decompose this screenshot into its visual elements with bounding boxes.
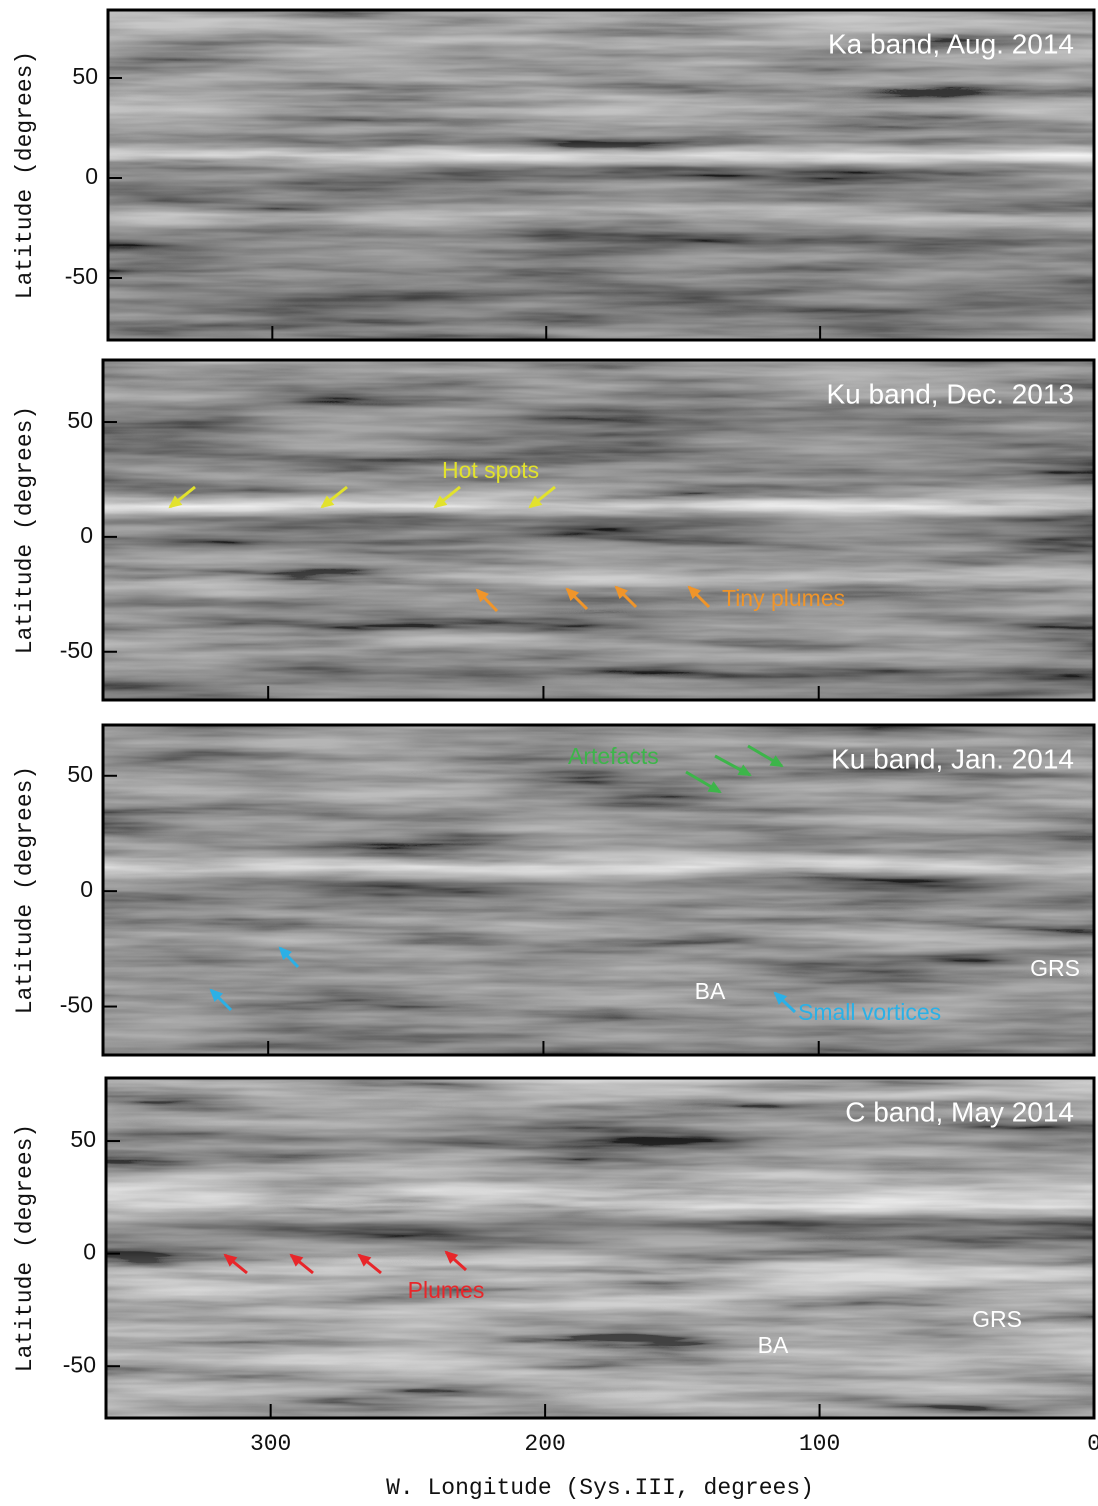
y-axis-label: Latitude (degrees) <box>12 766 38 1014</box>
arrow-head <box>209 988 224 1003</box>
arrow-head <box>357 1253 372 1267</box>
y-tick-label: 50 <box>72 63 98 89</box>
y-tick-label: -50 <box>63 1351 96 1377</box>
arrow-head <box>168 495 183 509</box>
annotation: BA <box>695 978 726 1004</box>
arrow-head <box>687 585 702 600</box>
panels: -50 0 50 Ka band, Aug. 2014 Latitude (degree… <box>12 8 1098 1501</box>
y-axis-label: Latitude (degrees) <box>12 51 38 299</box>
y-tick-label: 50 <box>70 1126 96 1152</box>
panel-title: Ku band, Dec. 2013 <box>826 378 1074 409</box>
frame <box>106 8 1096 342</box>
frame <box>101 723 1096 1057</box>
x-tick-label: 300 <box>250 1431 291 1457</box>
arrow-head <box>565 587 580 602</box>
arrow-head <box>475 588 489 603</box>
map-texture <box>108 10 1094 340</box>
annotation: GRS <box>1030 955 1080 981</box>
x-axis-label: W. Longitude (Sys.III, degrees) <box>386 1475 814 1501</box>
annotation: Artefacts <box>568 743 659 769</box>
x-tick-label: 0 <box>1087 1431 1098 1457</box>
arrow-head <box>528 495 543 509</box>
panel: -50 0 50 Ku band, Jan. 2014 Latitude (degree… <box>12 723 1096 1057</box>
panel-title: Ka band, Aug. 2014 <box>828 28 1074 59</box>
arrow-head <box>433 495 448 509</box>
arrow-head <box>614 585 629 600</box>
y-axis-label: Latitude (degrees) <box>12 406 38 654</box>
arrow-head <box>289 1253 304 1267</box>
annotation: GRS <box>972 1306 1022 1332</box>
arrow-head <box>737 764 752 776</box>
panel: -50 0 50 Ku band, Dec. 2013 Latitude (degree… <box>12 358 1096 702</box>
y-tick-label: -50 <box>60 992 93 1018</box>
arrow-head <box>223 1253 238 1267</box>
map-texture <box>103 725 1094 1055</box>
arrow-head <box>769 755 784 768</box>
x-tick-label: 200 <box>524 1431 565 1457</box>
annotation: Tiny plumes <box>722 585 845 611</box>
annotation: Small vortices <box>798 999 941 1025</box>
y-tick-label: 0 <box>80 522 93 548</box>
annotation: Hot spots <box>442 457 539 483</box>
frame <box>104 1076 1096 1420</box>
y-tick-label: 0 <box>83 1239 96 1265</box>
panel: -50 0 50 300 200 100 0 C band, May 2014 Latitude… <box>12 1076 1098 1501</box>
y-tick-label: 0 <box>80 876 93 902</box>
arrow-head <box>444 1250 459 1264</box>
panel-title: C band, May 2014 <box>845 1096 1074 1127</box>
y-tick-label: -50 <box>65 263 98 289</box>
panel-title: Ku band, Jan. 2014 <box>831 743 1074 774</box>
y-tick-label: -50 <box>60 637 93 663</box>
x-tick-label: 100 <box>799 1431 840 1457</box>
y-tick-label: 50 <box>67 761 93 787</box>
annotation: BA <box>758 1332 789 1358</box>
panel: -50 0 50 Ka band, Aug. 2014 Latitude (degree… <box>12 8 1096 342</box>
arrow-head <box>773 991 788 1005</box>
frame <box>101 358 1096 702</box>
arrow-head <box>278 946 292 961</box>
annotation: Plumes <box>408 1277 485 1303</box>
y-axis-label: Latitude (degrees) <box>12 1124 38 1372</box>
map-texture <box>103 360 1094 700</box>
map-texture <box>106 1078 1094 1418</box>
arrow-head <box>320 495 335 509</box>
annotations: Hot spots Tiny plumes Artefacts Small vo… <box>168 457 1080 1358</box>
y-tick-label: 50 <box>67 407 93 433</box>
arrow-head <box>707 781 722 794</box>
y-tick-label: 0 <box>85 163 98 189</box>
